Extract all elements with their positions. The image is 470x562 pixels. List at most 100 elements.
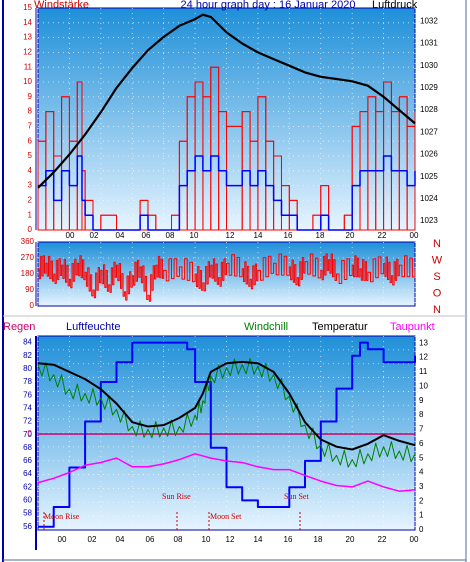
bottom-hour-label: 16 <box>284 535 293 544</box>
humidity-tick-label: 70 <box>23 430 32 439</box>
wind-tick-label: 0 <box>28 225 33 234</box>
temperature-line <box>37 360 416 451</box>
chart-title: 24 hour graph day : 16 Januar 2020 <box>181 0 356 11</box>
bottom-hour-label: 20 <box>346 535 355 544</box>
bottom-hour-label: 08 <box>174 535 183 544</box>
direction-tick-label: 180 <box>21 269 35 278</box>
wind-tick-label: 1 <box>28 210 33 219</box>
bottom-hour-label: 02 <box>88 535 97 544</box>
wind-tick-label: 3 <box>28 181 33 190</box>
temperature-tick-label: 4 <box>419 468 424 477</box>
pressure-axis-title: Luftdruck <box>372 0 418 11</box>
dewpoint-title: Taupunkt <box>390 321 435 333</box>
bottom-hour-label: 06 <box>146 535 155 544</box>
temperature-tick-label: 7 <box>419 425 424 434</box>
humidity-tick-label: 74 <box>23 403 32 412</box>
wind-tick-label: 14 <box>23 18 32 27</box>
event-label-sun_rise: Sun Rise <box>162 492 191 501</box>
wind-tick-label: 7 <box>28 122 33 131</box>
pressure-tick-label: 1025 <box>420 172 438 181</box>
temperature-tick-label: 6 <box>419 439 424 448</box>
wind-axis-title: Windstärke <box>34 0 89 11</box>
compass-letter: N <box>433 238 441 250</box>
humidity-tick-label: 68 <box>23 443 32 452</box>
bottom-hour-label: 10 <box>202 535 211 544</box>
humidity-tick-label: 58 <box>23 509 32 518</box>
pressure-line <box>37 13 416 189</box>
humidity-tick-label: 56 <box>23 522 32 531</box>
temperature-tick-label: 2 <box>419 496 424 505</box>
compass-letter: N <box>433 304 441 316</box>
temperature-tick-label: 9 <box>419 396 424 405</box>
wind-tick-label: 9 <box>28 92 33 101</box>
direction-tick-label: 360 <box>21 237 35 246</box>
humidity-tick-label: 82 <box>23 351 32 360</box>
top-hour-label: 04 <box>116 231 125 240</box>
top-hour-label: 22 <box>378 231 387 240</box>
compass-letter: W <box>432 254 443 266</box>
dewpoint-line <box>37 453 416 492</box>
bottom-hour-label: 12 <box>226 535 235 544</box>
bottom-hour-label: 22 <box>378 535 387 544</box>
temperature-tick-label: 5 <box>419 453 424 462</box>
pressure-tick-label: 1026 <box>420 150 438 159</box>
wind-tick-label: 12 <box>23 48 32 57</box>
humidity-tick-label: 78 <box>23 377 32 386</box>
humidity-tick-label: 84 <box>23 338 32 347</box>
windchill-title: Windchill <box>244 321 288 333</box>
bottom-hour-label: 04 <box>116 535 125 544</box>
pressure-tick-label: 1027 <box>420 127 438 136</box>
top-hour-label: 06 <box>142 231 151 240</box>
pressure-tick-label: 1028 <box>420 105 438 114</box>
top-hour-label: 16 <box>284 231 293 240</box>
top-hour-label: 02 <box>90 231 99 240</box>
top-hour-label: 00 <box>66 231 75 240</box>
humidity-tick-label: 80 <box>23 364 32 373</box>
wind-tick-label: 11 <box>24 62 33 71</box>
wind-direction-line <box>38 253 416 302</box>
wind-tick-label: 4 <box>28 166 33 175</box>
temperature-tick-label: 12 <box>419 353 428 362</box>
pressure-tick-label: 1030 <box>420 61 438 70</box>
humidity-tick-label: 76 <box>23 390 32 399</box>
wind-tick-label: 5 <box>28 151 33 160</box>
humidity-tick-label: 62 <box>23 482 32 491</box>
bottom-hour-label: 14 <box>254 535 263 544</box>
pressure-tick-label: 1031 <box>420 39 438 48</box>
temperature-tick-label: 8 <box>419 410 424 419</box>
bottom-hour-label: 00 <box>410 535 419 544</box>
top-hour-label: 08 <box>166 231 175 240</box>
compass-letter: O <box>433 287 442 299</box>
temperature-tick-label: 3 <box>419 482 424 491</box>
pressure-tick-label: 1024 <box>420 194 438 203</box>
bottom-hour-label: 18 <box>314 535 323 544</box>
top-hour-label: 10 <box>190 231 199 240</box>
wind-tick-label: 2 <box>28 196 33 205</box>
event-label-sun_set: Sun Set <box>284 492 309 501</box>
event-label-moon_rise: Moon Rise <box>44 512 80 521</box>
direction-tick-label: 0 <box>30 301 35 310</box>
top-hour-label: 12 <box>226 231 235 240</box>
humidity-tick-label: 72 <box>23 417 32 426</box>
windchill-line <box>37 357 416 468</box>
wind-gust-line <box>38 66 416 231</box>
top-hour-label: 00 <box>410 231 419 240</box>
wind-tick-label: 15 <box>23 3 32 12</box>
bottom-hour-label: 00 <box>58 535 67 544</box>
temperature-tick-label: 1 <box>419 511 424 520</box>
temperature-tick-label: 13 <box>419 338 428 347</box>
wind-tick-label: 8 <box>28 107 33 116</box>
humidity-tick-label: 66 <box>23 456 32 465</box>
direction-tick-label: 90 <box>25 285 34 294</box>
wind-tick-label: 13 <box>23 33 32 42</box>
humidity-tick-label: 64 <box>23 469 32 478</box>
wind-tick-label: 6 <box>28 136 33 145</box>
top-hour-label: 20 <box>346 231 355 240</box>
temperature-tick-label: 10 <box>419 381 428 390</box>
temperature-tick-label: 11 <box>419 367 428 376</box>
rain-title: Regen <box>3 321 35 333</box>
rain-zero-label: 0 <box>28 429 33 438</box>
compass-letter: S <box>433 271 440 283</box>
